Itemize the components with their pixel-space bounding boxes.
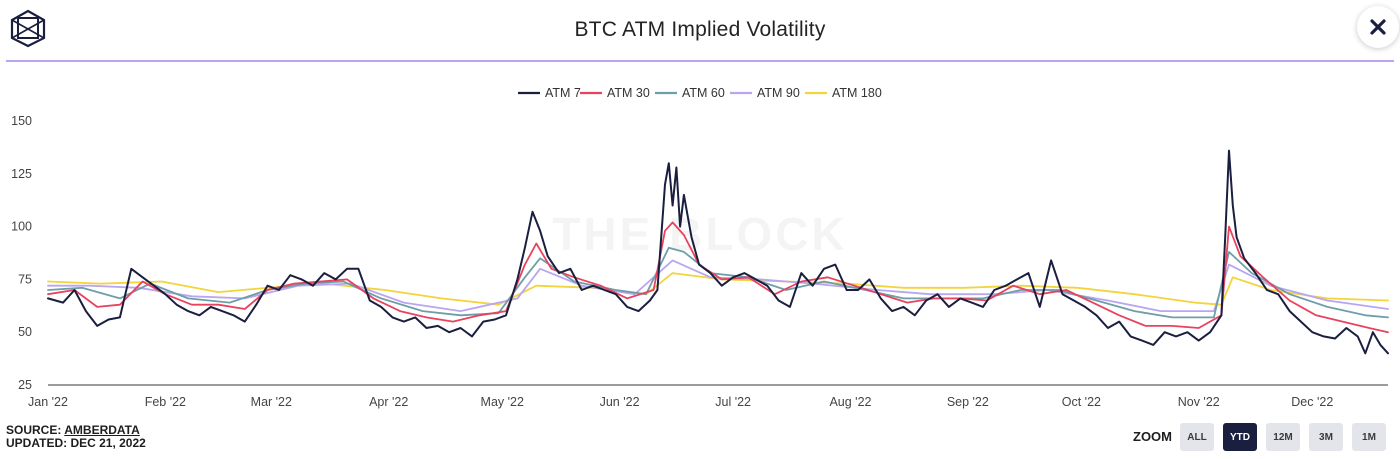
y-tick-label: 100 (11, 220, 32, 234)
x-tick-label: Feb '22 (145, 395, 186, 409)
y-tick-label: 75 (18, 272, 32, 286)
legend-item-atm-7[interactable]: ATM 7 (518, 86, 581, 100)
zoom-label: ZOOM (1133, 429, 1172, 444)
updated-date: UPDATED: DEC 21, 2022 (6, 436, 146, 450)
legend-item-atm-90[interactable]: ATM 90 (730, 86, 800, 100)
zoom-3m-button[interactable]: 3M (1309, 423, 1343, 451)
x-tick-label: Jan '22 (28, 395, 68, 409)
x-tick-label: Aug '22 (829, 395, 871, 409)
chart-legend: ATM 7 ATM 30 ATM 60 ATM 90 ATM 180 (518, 86, 882, 100)
y-tick-label: 150 (11, 114, 32, 128)
volatility-chart: THE BLOCK ATM 7 ATM 30 ATM 60 ATM 90 ATM 180… (11, 86, 1389, 409)
zoom-all-button[interactable]: ALL (1180, 423, 1214, 451)
x-axis: Jan '22 Feb '22 Mar '22 Apr '22 May '22 Jun '… (28, 395, 1333, 409)
cube-logo-icon (10, 9, 46, 48)
y-tick-label: 50 (18, 325, 32, 339)
x-tick-label: Apr '22 (369, 395, 408, 409)
x-tick-label: Oct '22 (1062, 395, 1101, 409)
legend-item-atm-60[interactable]: ATM 60 (655, 86, 725, 100)
zoom-ytd-button[interactable]: YTD (1223, 423, 1257, 451)
legend-label: ATM 7 (545, 86, 581, 100)
header-divider (6, 60, 1394, 62)
legend-label: ATM 90 (757, 86, 800, 100)
source-link[interactable]: AMBERDATA (64, 423, 140, 437)
x-tick-label: Jun '22 (600, 395, 640, 409)
legend-item-atm-30[interactable]: ATM 30 (580, 86, 650, 100)
series-line-atm-90[interactable] (47, 259, 1389, 313)
legend-label: ATM 30 (607, 86, 650, 100)
y-tick-label: 25 (18, 378, 32, 392)
series-layer (47, 149, 1389, 355)
chart-header: BTC ATM Implied Volatility (0, 0, 1400, 62)
y-axis: 25 50 75 100 125 150 (11, 114, 1388, 392)
legend-label: ATM 180 (832, 86, 882, 100)
zoom-12m-button[interactable]: 12M (1266, 423, 1300, 451)
x-tick-label: May '22 (481, 395, 524, 409)
x-tick-label: Sep '22 (947, 395, 989, 409)
source-note: SOURCE: AMBERDATA UPDATED: DEC 21, 2022 (6, 424, 146, 450)
x-tick-label: Jul '22 (715, 395, 751, 409)
chart-title: BTC ATM Implied Volatility (574, 18, 826, 41)
series-line-atm-7[interactable] (47, 149, 1389, 355)
x-tick-label: Dec '22 (1291, 395, 1333, 409)
watermark: THE BLOCK (552, 208, 847, 260)
source-prefix: SOURCE: (6, 423, 65, 437)
x-tick-label: Nov '22 (1178, 395, 1220, 409)
close-button[interactable] (1357, 6, 1399, 48)
legend-item-atm-180[interactable]: ATM 180 (805, 86, 882, 100)
legend-label: ATM 60 (682, 86, 725, 100)
y-tick-label: 125 (11, 167, 32, 181)
x-tick-label: Mar '22 (251, 395, 292, 409)
zoom-1m-button[interactable]: 1M (1352, 423, 1386, 451)
close-icon (1370, 19, 1386, 35)
